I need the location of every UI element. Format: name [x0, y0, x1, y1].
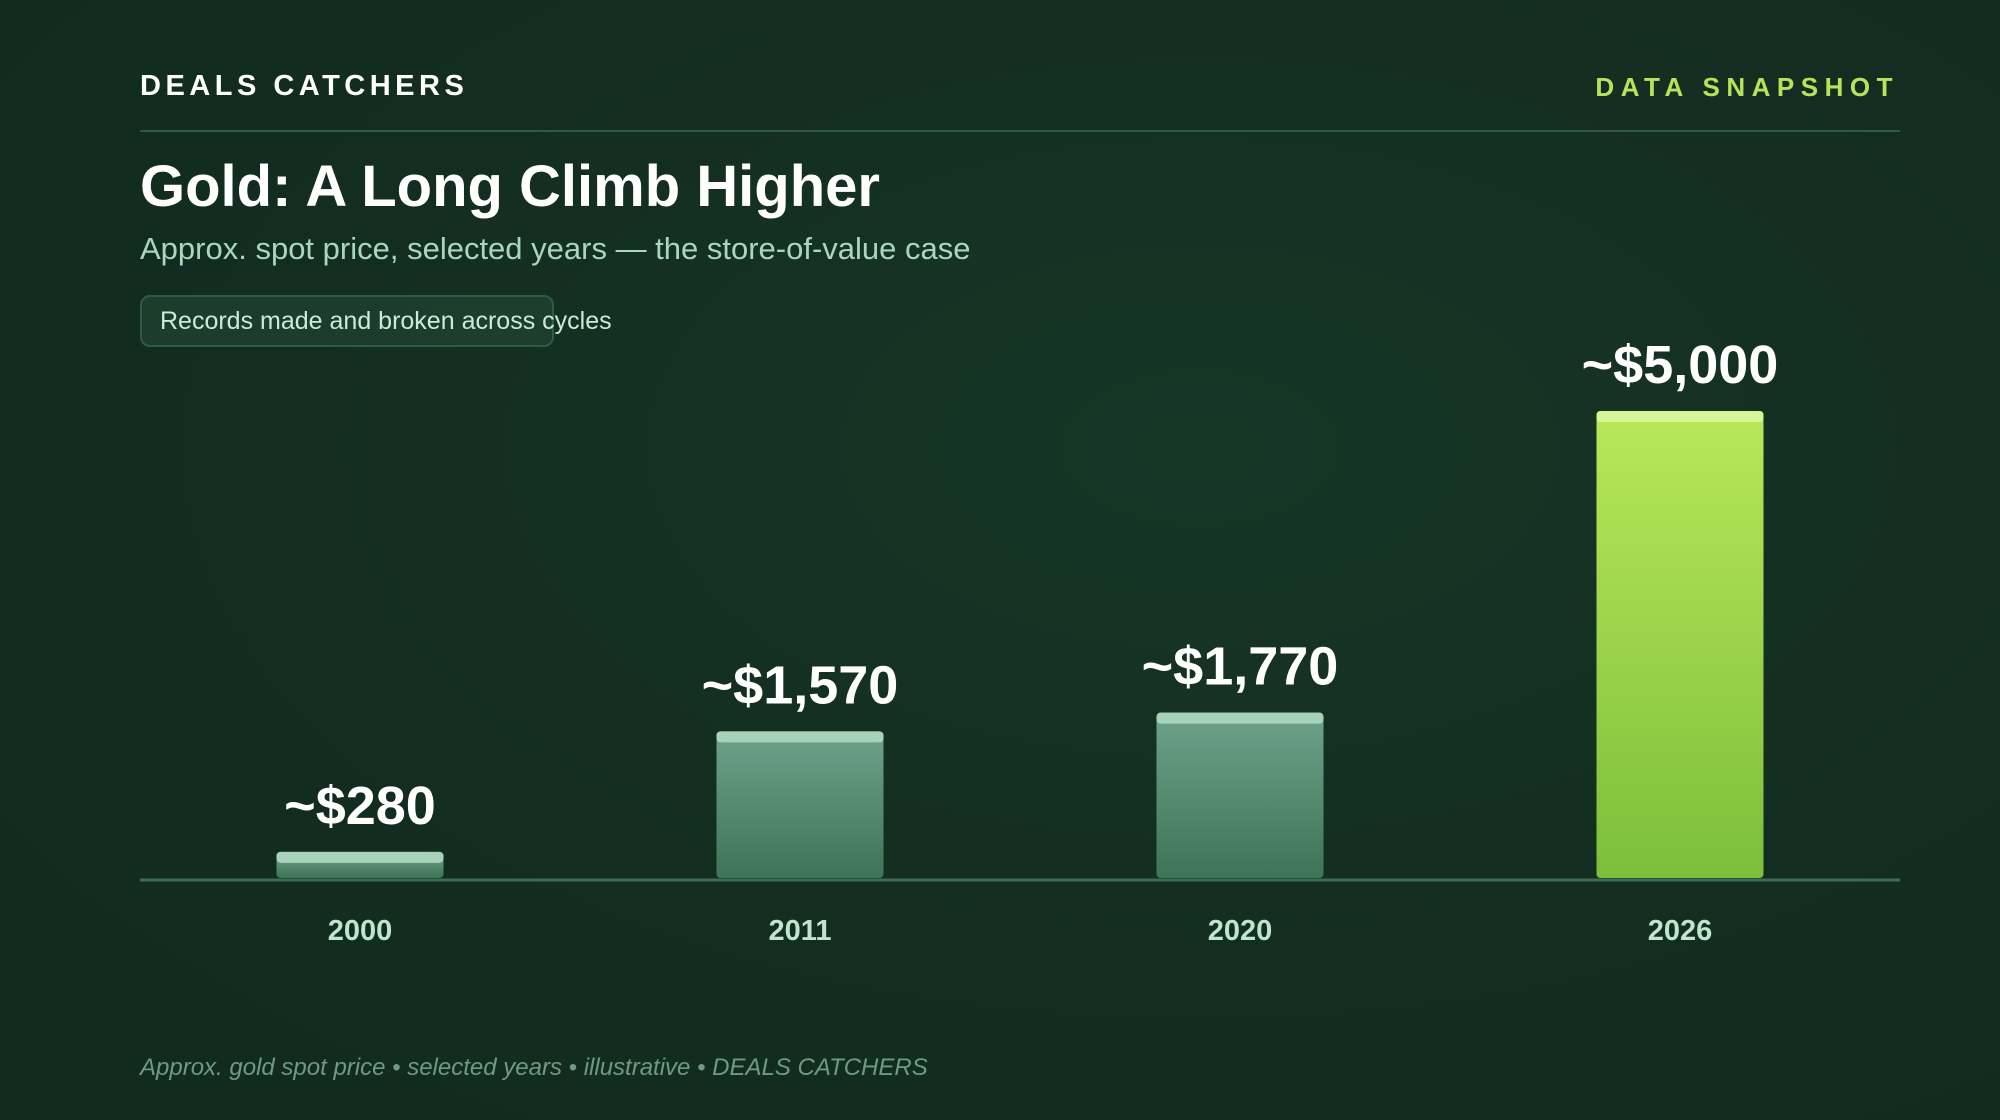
- data-snapshot-label: DATA SNAPSHOT: [1595, 72, 1899, 102]
- category-label-2011: 2011: [769, 915, 832, 947]
- bar-2026: [1596, 411, 1764, 878]
- value-label-2020: ~$1,770: [1142, 637, 1339, 697]
- bar-cap-2000: [276, 851, 444, 863]
- header-divider: [140, 130, 1900, 132]
- records-badge: Records made and broken across cycles: [140, 295, 612, 347]
- value-label-2011: ~$1,570: [702, 655, 899, 715]
- footer-note: Approx. gold spot price • selected years…: [140, 1054, 928, 1081]
- chart-title: Gold: A Long Climb Higher: [140, 154, 880, 219]
- category-label-2020: 2020: [1208, 915, 1273, 947]
- value-label-2026: ~$5,000: [1582, 335, 1779, 395]
- category-label-2026: 2026: [1648, 915, 1713, 947]
- chart-subtitle: Approx. spot price, selected years — the…: [140, 231, 971, 266]
- category-label-2000: 2000: [328, 915, 393, 947]
- brand-name: DEALS CATCHERS: [140, 70, 469, 102]
- bar-cap-2011: [716, 731, 884, 743]
- bar-2020: [1156, 712, 1324, 878]
- value-label-2000: ~$280: [284, 776, 436, 836]
- bar-cap-2026: [1596, 411, 1764, 422]
- bar-cap-2020: [1156, 712, 1324, 724]
- bar-2011: [716, 731, 884, 878]
